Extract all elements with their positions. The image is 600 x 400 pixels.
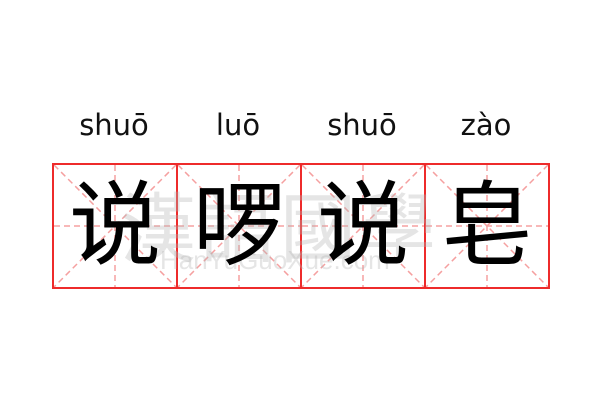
guide-line: [54, 165, 176, 287]
watermark-logo: 漢語國學: [120, 185, 440, 274]
pinyin-0: shuō: [79, 108, 149, 142]
guide-line: [426, 165, 548, 287]
pinyin-2: shuō: [327, 108, 397, 142]
grid-guides: [54, 165, 176, 287]
pinyin-1: luō: [215, 108, 261, 142]
guide-line: [302, 165, 424, 287]
character: 啰: [192, 172, 285, 279]
grid-guides: [426, 165, 548, 287]
grid-guides: [178, 165, 300, 287]
grid-cell: 啰: [176, 163, 302, 289]
guide-line: [426, 165, 548, 287]
character: 皂: [440, 172, 533, 279]
grid-guides: [302, 165, 424, 287]
guide-line: [54, 165, 176, 287]
grid-cell: 说: [52, 163, 178, 289]
character: 说: [68, 172, 161, 279]
grid-cell: 皂: [424, 163, 550, 289]
watermark-url: HanYuGuoXue.com: [160, 245, 390, 275]
pinyin-3: zào: [460, 108, 512, 142]
grid-cell: 说: [300, 163, 426, 289]
guide-line: [178, 165, 300, 287]
character: 说: [316, 172, 409, 279]
character-grid: 说 啰 说 皂: [52, 163, 550, 289]
guide-line: [302, 165, 424, 287]
guide-line: [178, 165, 300, 287]
